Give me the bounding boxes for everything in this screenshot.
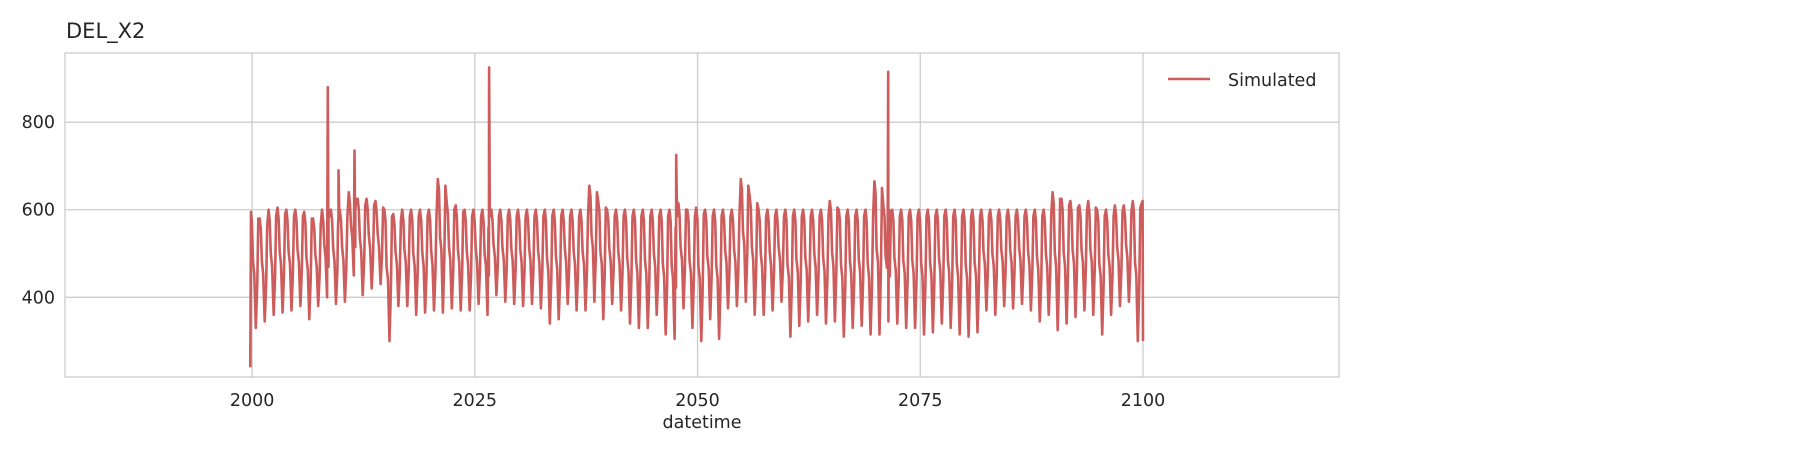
series-layer [249,66,1145,368]
chart-title: DEL_X2 [66,19,145,44]
x-tick-label: 2025 [453,391,498,411]
series-line-simulated [249,66,1145,368]
x-tick-label: 2050 [675,391,720,411]
x-tick-label: 2100 [1121,391,1166,411]
plot-area-frame [64,52,1340,378]
legend: Simulated [1168,71,1316,91]
x-tick-label: 2000 [230,391,275,411]
y-tick-label: 800 [22,113,55,133]
y-tick-label: 600 [22,201,55,221]
x-axis-title: datetime [663,413,742,433]
legend-label: Simulated [1228,71,1316,91]
y-tick-labels: 400 600 800 [22,113,55,308]
x-tick-labels: 2000 2025 2050 2075 2100 [230,391,1165,411]
x-tick-label: 2075 [898,391,943,411]
y-tick-label: 400 [22,288,55,308]
